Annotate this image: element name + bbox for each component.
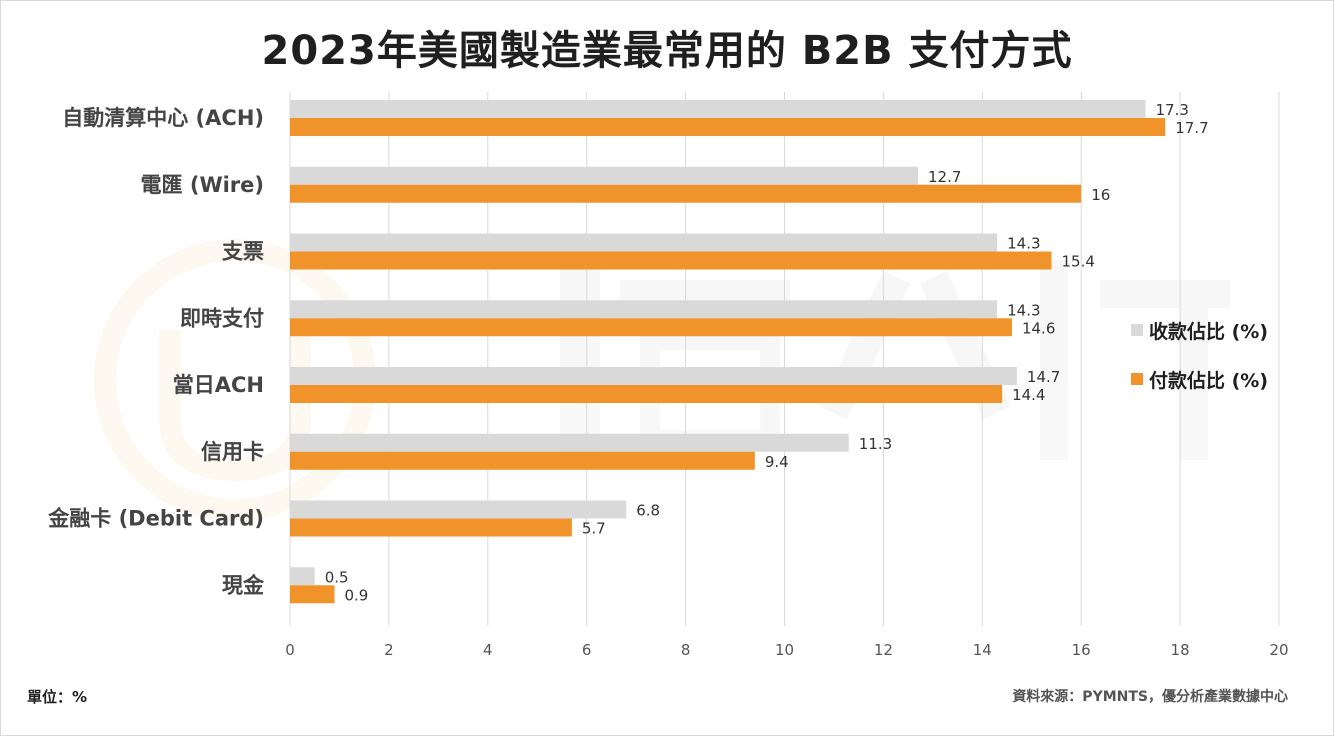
data-label: 16 [1091, 186, 1110, 204]
data-label: 0.9 [345, 586, 369, 604]
bar-receipts [290, 367, 1017, 385]
data-label: 14.4 [1012, 386, 1045, 404]
data-label: 5.7 [582, 520, 606, 538]
bar-receipts [290, 433, 849, 452]
data-label: 11.3 [859, 435, 892, 453]
bar-payments [290, 451, 755, 470]
data-label: 17.7 [1175, 119, 1208, 137]
bars [290, 100, 1166, 604]
legend-label-receipts: 收款佔比 (%) [1149, 320, 1269, 343]
bar-receipts [290, 567, 315, 586]
x-tick-label: 20 [1269, 641, 1288, 659]
data-label: 14.6 [1022, 319, 1055, 337]
source-note: 資料來源：PYMNTS，優分析產業數據中心 [1012, 689, 1288, 705]
category-label: 電匯 (Wire) [141, 173, 264, 197]
unit-note: 單位：% [27, 688, 88, 706]
category-label: 信用卡 [201, 440, 264, 464]
data-label: 6.8 [636, 502, 660, 520]
x-tick-label: 10 [775, 641, 794, 659]
value-labels: 17.317.712.71614.315.414.314.614.714.411… [325, 101, 1209, 604]
bar-receipts [290, 233, 998, 252]
category-label: 當日ACH [173, 373, 264, 397]
legend-item-receipts: 收款佔比 (%) [1131, 318, 1269, 343]
data-label: 14.7 [1027, 368, 1060, 386]
bar-payments [290, 251, 1052, 270]
x-tick-label: 16 [1072, 641, 1091, 659]
data-label: 14.3 [1007, 235, 1040, 253]
legend: 收款佔比 (%) 付款佔比 (%) [1131, 318, 1268, 416]
x-tick-label: 14 [973, 641, 992, 659]
data-label: 14.3 [1007, 301, 1040, 319]
x-tick-label: 4 [483, 641, 493, 659]
bar-payments [290, 585, 335, 604]
bar-payments [290, 518, 572, 537]
bar-receipts [290, 300, 998, 319]
bar-payments [290, 118, 1166, 136]
data-label: 17.3 [1155, 101, 1188, 119]
data-label: 0.5 [325, 568, 349, 586]
data-label: 15.4 [1062, 253, 1095, 271]
category-label: 金融卡 (Debit Card) [47, 507, 264, 531]
bar-payments [290, 318, 1012, 337]
x-axis-ticks: 0 2 4 6 8 10 12 14 16 18 20 [285, 641, 1288, 659]
x-tick-label: 0 [285, 641, 295, 659]
x-tick-label: 18 [1171, 641, 1190, 659]
bar-payments [290, 184, 1082, 203]
data-label: 9.4 [765, 453, 789, 471]
legend-label-payments: 付款佔比 (%) [1149, 369, 1269, 392]
category-label: 即時支付 [180, 306, 264, 330]
bar-receipts [290, 166, 919, 185]
x-tick-label: 12 [874, 641, 893, 659]
x-tick-label: 6 [582, 641, 592, 659]
category-label: 現金 [222, 573, 265, 597]
bar-payments [290, 385, 1003, 403]
legend-item-payments: 付款佔比 (%) [1131, 367, 1269, 392]
chart-title: 2023年美國製造業最常用的 B2B 支付方式 [261, 28, 1073, 74]
category-label: 支票 [222, 240, 264, 264]
legend-swatch-receipts [1131, 324, 1143, 336]
bar-receipts [290, 500, 627, 519]
category-label: 自動清算中心 (ACH) [62, 106, 264, 130]
x-tick-label: 8 [681, 641, 691, 659]
data-label: 12.7 [928, 168, 961, 186]
x-tick-label: 2 [384, 641, 394, 659]
bar-receipts [290, 100, 1146, 118]
legend-swatch-payments [1131, 373, 1143, 385]
